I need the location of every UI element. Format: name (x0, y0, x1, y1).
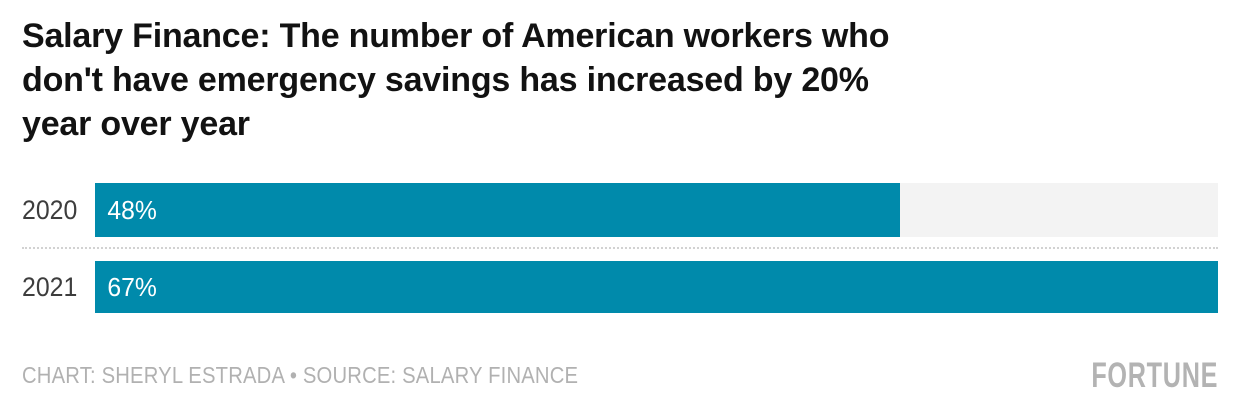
category-label-2020: 2020 (22, 194, 78, 225)
bar-2021: 67% (95, 261, 1218, 313)
chart-title: Salary Finance: The number of American w… (22, 14, 890, 146)
bar-value-2021: 67% (107, 271, 157, 302)
chart-title-line-3: year over year (22, 105, 250, 143)
bar-track-2021: 67% (95, 261, 1218, 313)
bar-track-2020: 48% (95, 183, 1218, 237)
chart-row-2020: 2020 48% (22, 183, 1218, 237)
chart-credit: CHART: SHERYL ESTRADA • SOURCE: SALARY F… (22, 362, 579, 388)
chart-title-line-1: Salary Finance: The number of American w… (22, 17, 890, 55)
category-label-2021: 2021 (22, 271, 78, 302)
fortune-logo: FORTUNE (1091, 356, 1218, 395)
chart-row-2021: 2021 67% (22, 261, 1218, 313)
bar-value-2020: 48% (107, 194, 157, 225)
chart-title-line-2: don't have emergency savings has increas… (22, 61, 869, 99)
row-separator (22, 247, 1218, 249)
bar-2020: 48% (95, 183, 900, 237)
